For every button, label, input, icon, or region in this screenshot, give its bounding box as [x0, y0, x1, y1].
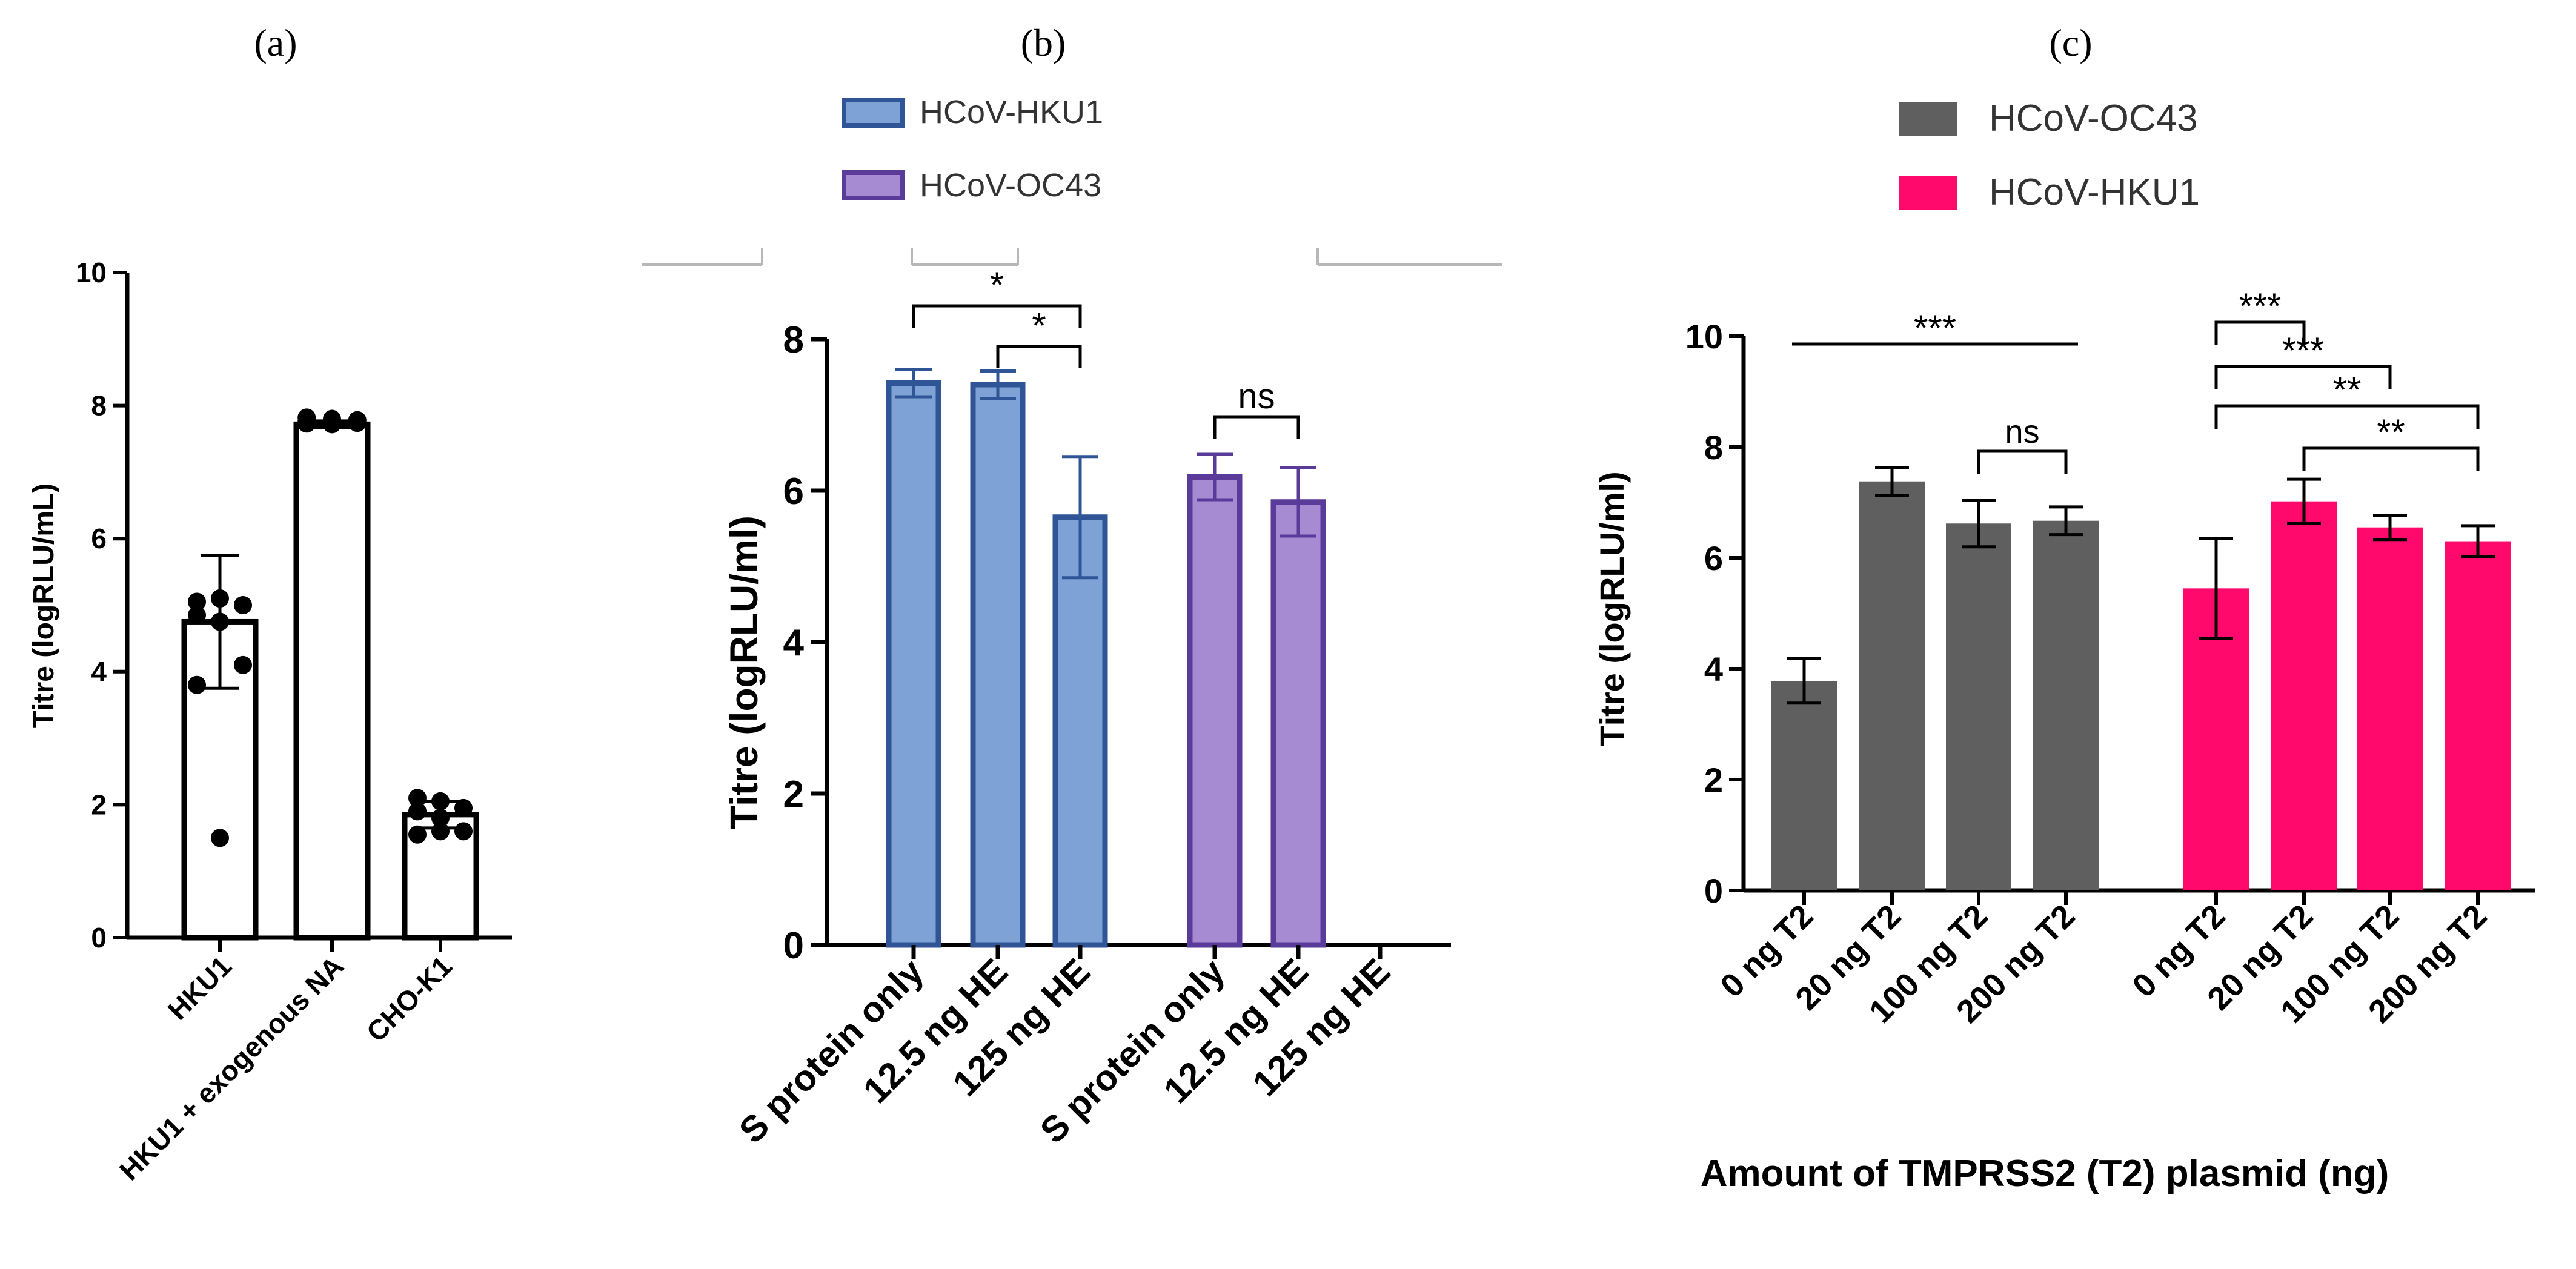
panel-a-data-point [297, 414, 316, 433]
panel-a-data-point [211, 612, 229, 631]
legend-c-swatch-oc43 [1899, 102, 1957, 136]
panel-a-data-point [408, 789, 427, 807]
panel-a-data-point [188, 592, 206, 611]
panel-a-y-tick-label: 0 [91, 922, 107, 953]
legend-c-swatch-hku1 [1899, 176, 1957, 210]
panel-a-y-tick-label: 10 [76, 257, 107, 288]
panel-c-x-axis-title: Amount of TMPRSS2 (T2) plasmid (ng) [1701, 1153, 2389, 1194]
panel-a-data-point [234, 655, 252, 674]
panel-a-data-point [454, 822, 473, 841]
panel-b-y-axis-label: Titre (logRLU/ml) [722, 515, 766, 829]
legend-b-label-hku1: HCoV-HKU1 [920, 94, 1103, 130]
panel-c-bar [1946, 523, 2011, 890]
legend-c-label-hku1: HCoV-HKU1 [1989, 171, 2200, 213]
panel-c-y-tick-label: 10 [1685, 317, 1723, 356]
panel-a-data-point [211, 589, 229, 608]
panel-c-y-tick-label: 4 [1704, 650, 1723, 688]
panel-c-significance-bracket [2302, 446, 2480, 471]
panel-c-significance-bracket [1977, 449, 2068, 474]
panel-a-data-point [188, 606, 206, 625]
panel-a-bar [293, 421, 371, 941]
panel-a-y-tick-label: 8 [91, 390, 107, 422]
panel-c-y-tick-label: 6 [1704, 539, 1723, 577]
panel-b-bar [886, 380, 941, 948]
panel-c-y-tick-label: 0 [1704, 872, 1723, 910]
panel-label-c: (c) [2049, 21, 2092, 64]
panel-b-bar [970, 382, 1026, 948]
panel-c-chart: HCoV-OC43 HCoV-HKU1 Titre (logRLU/ml) Am… [1593, 98, 2535, 1194]
panel-c-significance-label: *** [2282, 330, 2324, 371]
panel-a-data-point [408, 825, 427, 844]
panel-b-y-tick-label: 8 [783, 319, 804, 361]
panel-b-significance-label: * [1032, 305, 1046, 346]
panel-c-bar [1859, 481, 1925, 890]
panel-a-data-point [454, 798, 473, 817]
panel-label-b: (b) [1021, 21, 1066, 64]
panel-a-data-point [323, 415, 341, 434]
panel-a-data-point [431, 809, 450, 827]
panel-c-bar [2033, 520, 2099, 890]
panel-b-y-tick-label: 0 [783, 925, 804, 967]
legend-b-swatch-oc43 [842, 170, 905, 200]
panel-c-bar [2271, 501, 2337, 890]
panel-c-y-axis-label: Titre (logRLU/ml) [1593, 471, 1631, 746]
panel-a-y-axis-label: Titre (logRLU/mL) [28, 483, 60, 728]
panel-a-y-tick-label: 6 [91, 523, 107, 554]
panel-b-significance-bracket [1213, 415, 1300, 439]
panel-c-significance-bracket [2214, 404, 2480, 429]
panel-a-y-tick-label: 2 [91, 789, 107, 820]
panel-a-x-tick-label: HKU1 + exogenous NA [113, 950, 350, 1186]
panel-a-data-point [431, 792, 450, 810]
panel-a-y-tick-label: 4 [91, 656, 107, 688]
panel-a-data-point [234, 596, 252, 614]
panel-b-y-tick-label: 6 [783, 471, 804, 512]
panel-b-bar [1270, 499, 1326, 948]
panel-label-a: (a) [254, 21, 297, 64]
panel-b-significance-bracket [996, 345, 1082, 368]
panel-a-x-tick-label: HKU1 [162, 950, 237, 1025]
panel-b-y-tick-label: 4 [783, 622, 805, 664]
legend-b-label-oc43: HCoV-OC43 [920, 167, 1101, 204]
panel-b-chart: HCoV-HKU1 HCoV-OC43 Titre (logRLU/ml) 0 2… [642, 94, 1502, 1151]
panel-a-data-point [408, 802, 427, 821]
panel-c-significance-label: *** [1914, 308, 1956, 348]
panel-c-significance-label: ** [2377, 412, 2405, 452]
panel-b-significance-label: * [990, 265, 1004, 305]
panel-c-bar [1771, 681, 1837, 890]
panel-c-bar [2357, 527, 2423, 890]
panel-c-significance-bracket [2214, 320, 2306, 345]
panel-a-data-point [348, 414, 367, 432]
panel-c-significance-bracket [2214, 365, 2392, 389]
panel-a-data-point [211, 829, 229, 847]
panel-c-bar [2445, 541, 2511, 890]
panel-c-significance-label: ** [2333, 369, 2362, 410]
panel-a-x-tick-label: CHO-K1 [360, 950, 458, 1047]
panel-a-data-point [188, 675, 206, 694]
panel-b-significance-label: ns [1238, 377, 1275, 416]
panel-a-data-point [431, 822, 450, 841]
panel-b-y-tick-label: 2 [783, 774, 804, 815]
panel-c-significance-label: ns [2005, 414, 2039, 450]
panel-c-y-tick-label: 8 [1704, 428, 1723, 466]
panel-b-bar [1187, 474, 1243, 948]
panel-c-significance-label: *** [2239, 286, 2281, 326]
panel-b-bar [1052, 514, 1108, 948]
panel-b-significance-bracket [912, 304, 1082, 328]
legend-b-swatch-hku1 [842, 98, 905, 128]
panel-c-y-tick-label: 2 [1704, 761, 1723, 799]
legend-c-label-oc43: HCoV-OC43 [1989, 98, 2198, 139]
